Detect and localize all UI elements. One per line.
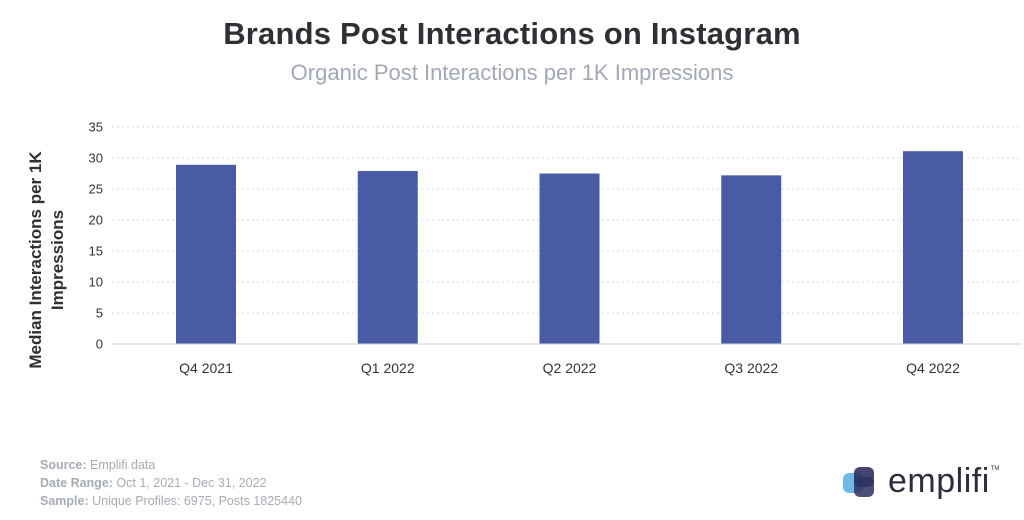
bars — [176, 151, 963, 344]
y-tick-label: 30 — [89, 151, 103, 166]
y-tick-label: 35 — [89, 120, 103, 135]
date-range-line: Date Range: Oct 1, 2021 - Dec 31, 2022 — [40, 474, 302, 492]
source-label: Source: — [40, 458, 87, 472]
bar-q1-2022 — [357, 171, 418, 344]
x-tick-label: Q3 2022 — [724, 360, 778, 376]
y-tick-label: 25 — [89, 182, 103, 197]
x-tick-label: Q4 2021 — [179, 360, 233, 376]
y-tick-label: 0 — [96, 337, 103, 352]
x-tick-labels: Q4 2021 Q1 2022 Q2 2022 Q3 2022 Q4 2022 — [179, 360, 960, 376]
y-tick-label: 5 — [96, 306, 103, 321]
chart-title: Brands Post Interactions on Instagram — [223, 16, 801, 51]
x-tick-label: Q4 2022 — [906, 360, 960, 376]
bar-chart: 0 5 10 15 20 25 30 35 Q4 2021 Q1 2022 Q2 2022 Q3 2… — [89, 120, 1022, 376]
source-line: Source: Emplifi data — [40, 456, 302, 474]
x-tick-label: Q2 2022 — [543, 360, 597, 376]
date-value: Oct 1, 2021 - Dec 31, 2022 — [116, 476, 267, 490]
y-tick-label: 15 — [89, 244, 103, 259]
y-tick-label: 20 — [89, 213, 103, 228]
footer-notes: Source: Emplifi data Date Range: Oct 1, … — [40, 456, 302, 510]
source-value: Emplifi data — [90, 458, 156, 472]
date-label: Date Range: — [40, 476, 113, 490]
emplifi-logo: emplifi TM — [843, 462, 999, 501]
bar-q4-2021 — [176, 164, 236, 344]
logo-trademark: TM — [990, 466, 1000, 472]
sample-value: Unique Profiles: 6975, Posts 1825440 — [92, 494, 302, 508]
sample-label: Sample: — [40, 494, 89, 508]
y-tick-label: 10 — [89, 275, 103, 290]
x-tick-label: Q1 2022 — [361, 360, 415, 376]
emplifi-logo-icon — [843, 466, 874, 497]
sample-line: Sample: Unique Profiles: 6975, Posts 182… — [40, 492, 302, 510]
bar-q4-2022 — [903, 151, 963, 344]
chart-subtitle: Organic Post Interactions per 1K Impress… — [290, 60, 734, 85]
bar-q2-2022 — [539, 173, 600, 344]
y-tick-labels: 0 5 10 15 20 25 30 35 — [89, 120, 103, 352]
emplifi-logo-text: emplifi — [888, 462, 990, 500]
bar-q3-2022 — [721, 175, 782, 344]
